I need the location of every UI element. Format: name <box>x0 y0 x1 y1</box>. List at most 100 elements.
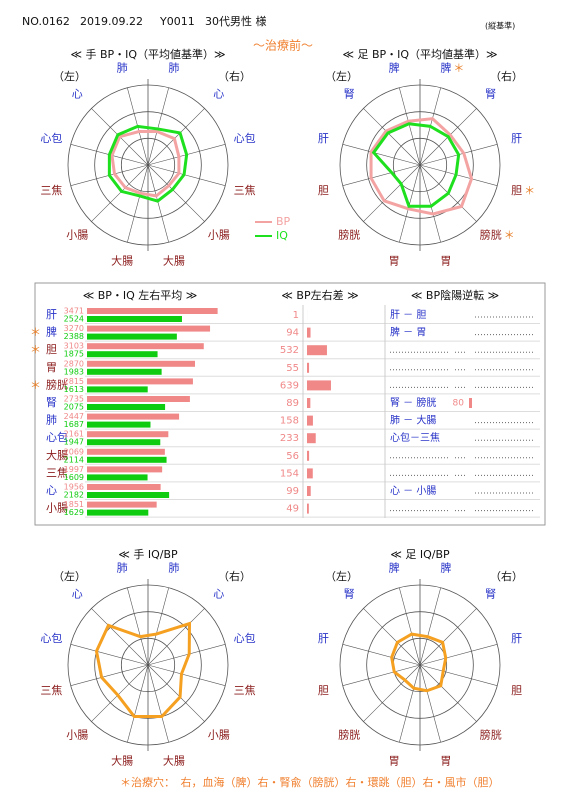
spoke <box>419 644 498 666</box>
spoke <box>147 108 205 166</box>
axis-label: 三焦 <box>40 184 62 197</box>
axis-label: 大腸 <box>111 754 133 768</box>
radar-title: ≪ 足 BP・IQ（平均値基準）≫ <box>342 47 497 61</box>
diff-label: 55 <box>286 363 299 374</box>
spoke <box>399 164 421 243</box>
axis-label: 肺 <box>168 61 179 74</box>
spoke <box>342 664 421 686</box>
value-label: 2182 <box>64 491 84 500</box>
diff-label: 1 <box>293 310 299 321</box>
axis-label: 心 <box>213 587 224 600</box>
axis-label: 肺 <box>117 561 128 574</box>
organ-label: 心 <box>46 484 57 497</box>
diff-label: 158 <box>280 416 299 427</box>
pair-label: 腎 － 膀胱 <box>390 396 436 409</box>
diff-bar <box>307 398 311 408</box>
diff-bar <box>307 327 311 338</box>
value-label: 2447 <box>64 412 84 421</box>
axis-label: 肝 <box>511 632 522 645</box>
radar-series <box>94 621 192 719</box>
side-label: （右） <box>490 569 523 583</box>
axis-label: 胆 <box>511 184 522 197</box>
diff-bar <box>307 468 313 479</box>
bar <box>87 466 163 473</box>
spoke <box>363 664 421 722</box>
bar <box>87 396 190 402</box>
diff-bar <box>307 380 331 391</box>
diff-label: 233 <box>280 433 299 444</box>
axis-label: 胃 <box>389 755 400 768</box>
radar-series <box>369 117 474 216</box>
spoke <box>91 164 149 222</box>
spoke <box>342 164 421 186</box>
radar-series <box>390 632 448 693</box>
spoke <box>147 87 169 166</box>
spoke <box>147 164 226 186</box>
axis-label: 胆 <box>318 184 329 197</box>
diff-bar <box>307 450 310 461</box>
axis-label: 腎 <box>485 587 496 600</box>
spoke <box>147 587 169 666</box>
value-label: 1956 <box>64 483 84 492</box>
organ-label: 脾 <box>46 325 57 339</box>
footnote: ＊治療穴： 右，血海（脾）右・腎兪（膀胱）右・環跳（胆）右・風市（胆） <box>120 775 500 789</box>
bar <box>87 509 149 516</box>
pair-label: 心 － 小腸 <box>390 485 436 497</box>
organ-label: 胃 <box>46 361 57 374</box>
value-label: 2069 <box>64 447 84 456</box>
side-label: （右） <box>218 69 251 83</box>
axis-label: 腎 <box>485 87 496 100</box>
bar <box>87 501 157 508</box>
spoke <box>363 108 421 166</box>
bar <box>87 333 177 340</box>
diff-label: 89 <box>286 398 299 409</box>
spoke <box>127 164 149 243</box>
value-label: 1609 <box>64 473 84 482</box>
axis-label: 腎 <box>344 587 355 600</box>
value-label: 1997 <box>64 465 84 474</box>
axis-label: 大腸 <box>111 254 133 268</box>
axis-label: 小腸 <box>66 229 88 242</box>
axis-label: 三焦 <box>40 684 62 697</box>
value-label: 2735 <box>64 395 84 404</box>
organ-label: 小腸 <box>46 502 68 515</box>
spoke <box>342 144 421 166</box>
axis-label: 腎 <box>344 87 355 100</box>
bar <box>87 325 211 332</box>
axis-label: 胃 <box>440 255 451 268</box>
side-label: （左） <box>53 570 86 583</box>
value-label: 2815 <box>64 377 84 386</box>
value-label: 1613 <box>64 385 84 394</box>
diff-label: 49 <box>286 504 299 515</box>
axis-label: 心 <box>72 587 83 600</box>
radar-title: ≪ 足 IQ/BP <box>390 548 450 561</box>
reversal-label: 80 <box>453 399 465 409</box>
axis-label: 肺 <box>117 61 128 74</box>
bar <box>87 413 180 420</box>
diff-label: 94 <box>286 328 299 339</box>
bar <box>87 456 167 463</box>
diff-label: 56 <box>286 451 299 462</box>
spoke <box>419 664 498 686</box>
radar-title: ≪ 手 IQ/BP <box>118 547 178 561</box>
radar-title: ≪ 手 BP・IQ（平均値基準）≫ <box>70 47 225 61</box>
bar <box>87 378 193 385</box>
value-label: 2161 <box>64 430 84 439</box>
axis-label: 三焦 <box>234 184 256 197</box>
radar-series <box>107 124 189 203</box>
pair-label: 心包－三焦 <box>390 431 440 444</box>
value-label: 3270 <box>64 324 84 333</box>
value-label: 1629 <box>64 508 84 517</box>
treatment-marker: ＊ <box>453 61 464 74</box>
bar <box>87 308 218 314</box>
treatment-marker: ＊ <box>504 229 515 242</box>
bar <box>87 368 162 375</box>
diff-label: 639 <box>280 380 299 391</box>
radar-series <box>371 122 461 208</box>
axis-label: 膀胱 <box>480 728 502 742</box>
side-label: （左） <box>325 570 358 583</box>
organ-label: 心包 <box>46 431 68 444</box>
axis-label: 小腸 <box>66 729 88 742</box>
spoke <box>147 644 226 666</box>
diff-label: 532 <box>280 345 299 356</box>
